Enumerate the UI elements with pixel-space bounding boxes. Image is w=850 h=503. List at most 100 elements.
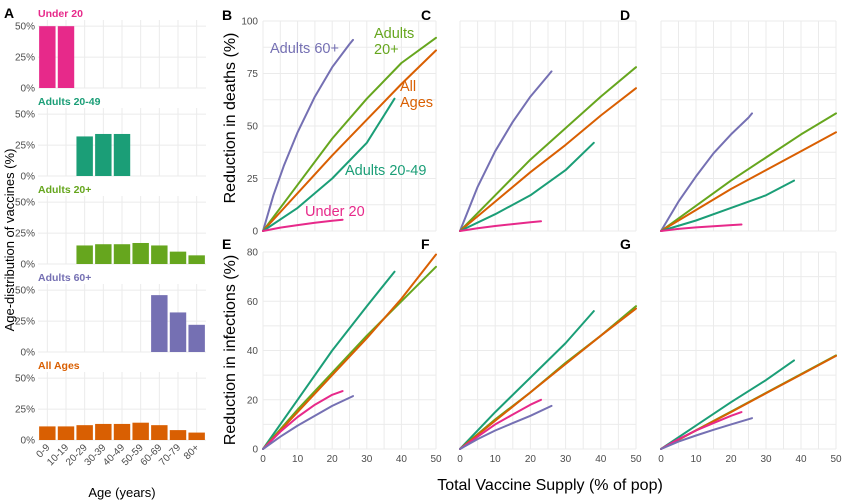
panel-letter-d: D: [620, 7, 630, 23]
series-line: [262, 49, 437, 232]
x-tick-label: 50: [630, 454, 642, 465]
y-tick-label: 80: [247, 248, 259, 259]
y-tick-label: 0: [252, 445, 258, 456]
bar: [151, 295, 168, 352]
y-tick-label: 0%: [21, 348, 36, 359]
y-tick-label: 0%: [21, 436, 36, 447]
bar: [76, 136, 93, 176]
series-label: Adults 20+: [374, 26, 414, 58]
series-line: [660, 359, 795, 450]
series-line: [660, 411, 743, 450]
line-panel-g: G 0 10 20 30 40 50: [620, 236, 842, 465]
y-tick-label: 25%: [15, 229, 35, 240]
series-line: [660, 417, 753, 450]
bar: [151, 425, 168, 440]
bar-subplot-title: Under 20: [38, 8, 83, 20]
bar: [95, 244, 112, 264]
x-tick-label: 10: [690, 454, 702, 465]
x-axis-title: Total Vaccine Supply (% of pop): [437, 477, 663, 494]
y-tick-label: 0: [252, 227, 258, 238]
x-tick-label: 30: [560, 454, 572, 465]
y-axis-title-deaths: Reduction in deaths (%): [222, 33, 239, 204]
panel-letter-f: F: [421, 236, 430, 252]
bar: [39, 426, 56, 440]
panel-letter-g: G: [620, 236, 631, 252]
bar-subplot-title: All Ages: [38, 360, 80, 372]
series-line: [660, 112, 837, 232]
bar: [76, 245, 93, 264]
panel-letter-a: A: [4, 5, 14, 21]
series-label: Under 20: [305, 204, 365, 220]
series-label-line: Adults: [374, 26, 414, 42]
y-tick-label: 25: [247, 174, 259, 185]
series-line: [262, 270, 396, 450]
bar-panel-a: A Under 200%25%50%Adults 20-490%25%50%Adu…: [2, 5, 206, 500]
bar-subplot: Under 20 0% 25% 50%: [15, 8, 206, 95]
x-tick-label: 20: [525, 454, 537, 465]
series-line: [262, 36, 437, 232]
y-tick-label: 50%: [15, 110, 35, 121]
line-panel-d: D: [620, 7, 837, 232]
y-tick-label: 25%: [15, 53, 35, 64]
y-tick-label: 0%: [21, 84, 36, 95]
series-line: [660, 131, 837, 232]
series-line: [660, 179, 795, 232]
series-label-line: Ages: [400, 95, 433, 111]
x-tick-label: 50: [430, 454, 442, 465]
y-tick-label: 100: [241, 17, 258, 28]
series-line: [459, 307, 637, 450]
x-tick-label: 0: [658, 454, 664, 465]
series-line: [459, 87, 637, 232]
bar: [113, 133, 131, 176]
x-tick-label: 30: [361, 454, 373, 465]
x-tick-label: 20: [327, 454, 339, 465]
bar: [113, 423, 131, 440]
x-tick-label: 10: [292, 454, 304, 465]
series-line: [459, 66, 637, 232]
series-label-line: All: [400, 79, 416, 95]
series-line: [262, 395, 354, 450]
y-tick-label: 75: [247, 69, 259, 80]
y-tick-label: 50%: [15, 198, 35, 209]
series-line: [262, 253, 437, 450]
x-tick-label: 80+: [182, 442, 202, 462]
line-panel-e: E 0 20 40 60 80 0 10 20 30 40 50: [222, 236, 442, 465]
bar-subplot: Adults 60+ 0% 25% 50%: [15, 272, 206, 359]
bar: [95, 133, 112, 176]
bar: [132, 422, 149, 440]
bar: [169, 251, 187, 264]
series-label: Adults 60+: [270, 41, 339, 57]
bar-subplot-title: Adults 20+: [38, 184, 91, 196]
bar: [188, 255, 205, 264]
bar: [188, 432, 205, 440]
bar: [151, 245, 168, 264]
bar-subplot: All Ages 0% 25% 50%: [15, 360, 206, 447]
series-label: Adults 20-49: [345, 163, 426, 179]
series-line: [459, 310, 595, 450]
y-tick-label: 25%: [15, 317, 35, 328]
y-tick-label: 40: [247, 346, 259, 357]
bar: [57, 26, 75, 89]
bar: [57, 426, 75, 440]
series-line: [459, 220, 542, 232]
series-label: All Ages: [400, 79, 433, 111]
series-line: [459, 141, 595, 232]
x-tick-label: 0: [260, 454, 266, 465]
series-line: [262, 97, 396, 232]
series-line: [262, 38, 354, 232]
bar: [39, 26, 56, 89]
bar: [113, 244, 131, 264]
series-line: [660, 223, 743, 232]
series-line: [262, 265, 437, 450]
x-tick-label: 70-79: [157, 442, 183, 468]
bar-subplot-title: Adults 60+: [38, 272, 91, 284]
bar-subplot: Adults 20+ 0% 25% 50%: [15, 184, 206, 271]
x-tick-label: 20: [725, 454, 737, 465]
y-tick-label: 50%: [15, 286, 35, 297]
y-tick-label: 20: [247, 395, 259, 406]
x-tick-label: 40: [396, 454, 408, 465]
x-tick-label: 40: [595, 454, 607, 465]
x-tick-label: 30: [760, 454, 772, 465]
